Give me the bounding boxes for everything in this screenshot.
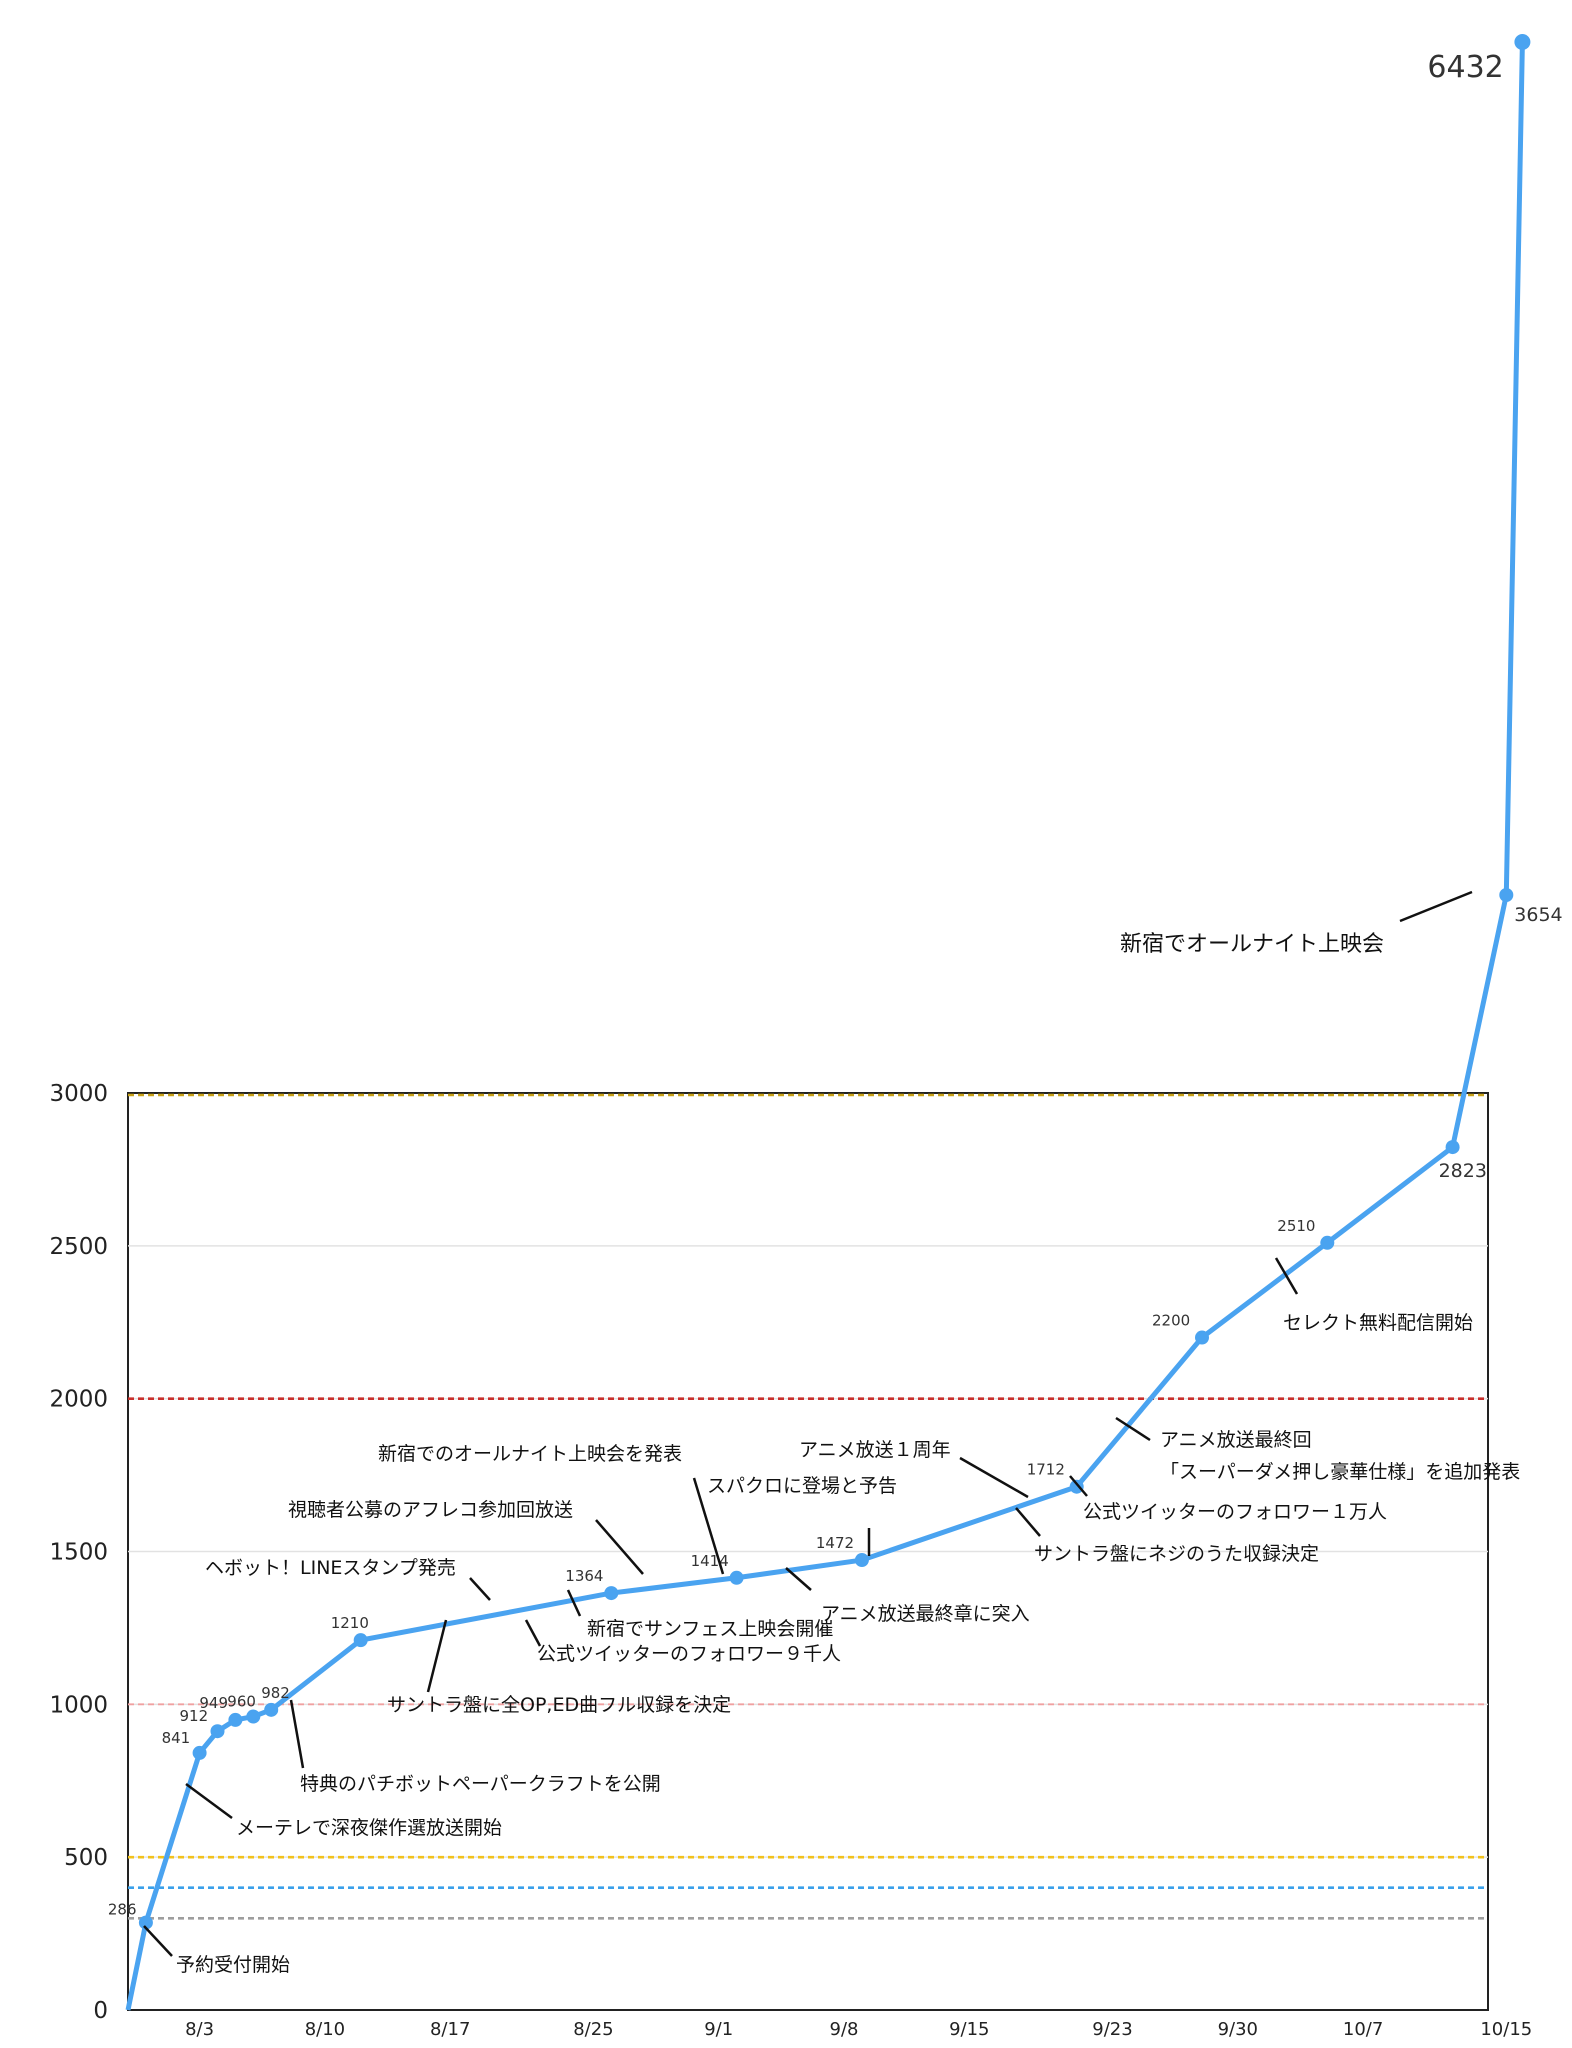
annotation-label: アニメ放送最終章に突入	[821, 1603, 1030, 1625]
annotation-leader	[143, 1925, 173, 1957]
data-label: 949	[199, 1694, 228, 1712]
data-point	[1514, 34, 1531, 50]
data-point	[246, 1709, 261, 1724]
series-line	[125, 41, 1525, 2011]
data-label: 2510	[1277, 1217, 1315, 1235]
annotation-leader	[1274, 1257, 1299, 1295]
data-label: 286	[108, 1901, 137, 1919]
annotation-label: ヘボット！LINEスタンプ発売	[205, 1557, 456, 1579]
annotation-leader	[426, 1619, 448, 1693]
annotation-leader	[1015, 1507, 1041, 1537]
data-point	[1069, 1479, 1084, 1494]
x-tick-label: 9/23	[1092, 2019, 1132, 2040]
x-tick-label: 9/30	[1218, 2019, 1258, 2040]
annotation-label: 新宿でサンフェス上映会開催	[587, 1618, 833, 1640]
data-point	[854, 1553, 869, 1568]
data-label: 2823	[1439, 1160, 1487, 1182]
annotation-label: 特典のパチボットペーパークラフトを公開	[300, 1773, 661, 1795]
data-point	[192, 1745, 207, 1760]
annotation-leader	[959, 1456, 1029, 1499]
annotation-label: 新宿でオールナイト上映会	[1120, 932, 1384, 957]
annotation-leader	[1069, 1475, 1088, 1497]
x-tick-label: 9/1	[704, 2019, 733, 2040]
data-point	[604, 1586, 619, 1601]
data-label: 2200	[1152, 1312, 1190, 1330]
x-tick-label: 8/10	[305, 2019, 345, 2040]
y-tick-label: 1500	[49, 1540, 108, 1566]
data-point	[353, 1633, 368, 1648]
annotation-leader	[566, 1589, 582, 1617]
annotation-label: アニメ放送１周年	[799, 1439, 951, 1461]
data-point	[1320, 1235, 1335, 1250]
x-tick-label: 8/25	[573, 2019, 613, 2040]
annotation-label: メーテレで深夜傑作選放送開始	[236, 1817, 502, 1839]
x-tick-label: 10/7	[1343, 2019, 1383, 2040]
y-tick-label: 3000	[49, 1081, 108, 1107]
annotation-leader	[595, 1519, 644, 1575]
annotation-leader	[692, 1477, 725, 1575]
data-label: 841	[162, 1729, 191, 1747]
y-tick-label: 2500	[49, 1234, 108, 1260]
annotation-label: サントラ盤に全OP,ED曲フル収録を決定	[387, 1694, 731, 1716]
annotation-label: 新宿でのオールナイト上映会を発表	[378, 1443, 682, 1465]
annotation-label: セレクト無料配信開始	[1283, 1312, 1473, 1334]
annotation-label: 公式ツイッターのフォロワー９千人	[537, 1643, 841, 1665]
data-point	[1445, 1140, 1460, 1155]
annotation-label: 「スーパーダメ押し豪華仕様」を追加発表	[1160, 1461, 1520, 1483]
x-tick-label: 9/8	[830, 2019, 859, 2040]
data-label: 960	[227, 1693, 256, 1711]
annotation-label: アニメ放送最終回	[1160, 1429, 1312, 1451]
y-tick-label: 1000	[49, 1692, 108, 1718]
annotation-leader	[185, 1782, 233, 1820]
annotation-label: 視聴者公募のアフレコ参加回放送	[288, 1499, 573, 1521]
data-label: 1472	[816, 1534, 854, 1552]
data-label: 1210	[331, 1614, 369, 1632]
annotation-label: 公式ツイッターのフォロワー１万人	[1083, 1501, 1387, 1523]
data-label: 6432	[1427, 50, 1503, 85]
annotation-label: サントラ盤にネジのうた収録決定	[1034, 1543, 1319, 1565]
data-point	[228, 1712, 243, 1727]
annotation-leader	[289, 1699, 305, 1769]
annotation-leader	[1115, 1416, 1151, 1442]
data-point	[210, 1724, 225, 1739]
y-tick-label: 0	[93, 1998, 108, 2024]
data-point	[264, 1702, 279, 1717]
data-point	[729, 1570, 744, 1585]
data-point	[1499, 888, 1514, 902]
data-label: 982	[261, 1684, 290, 1702]
y-tick-label: 500	[64, 1845, 108, 1871]
annotation-leader	[785, 1567, 812, 1591]
data-label: 3654	[1514, 904, 1562, 926]
annotation-label: 予約受付開始	[176, 1954, 290, 1976]
data-label: 1414	[691, 1552, 729, 1570]
annotation-leader	[1399, 890, 1473, 923]
x-tick-label: 8/3	[185, 2019, 214, 2040]
data-label: 1364	[565, 1567, 603, 1585]
data-label: 912	[180, 1707, 209, 1725]
x-tick-label: 10/15	[1480, 2019, 1532, 2040]
data-label: 1712	[1027, 1461, 1065, 1479]
annotation-leader	[469, 1577, 491, 1601]
annotation-label: スパクロに登場と予告	[707, 1475, 897, 1497]
x-tick-label: 8/17	[430, 2019, 470, 2040]
data-point	[138, 1915, 153, 1930]
data-point	[1195, 1330, 1209, 1345]
annotation-leader	[524, 1619, 542, 1647]
x-tick-label: 9/15	[949, 2019, 989, 2040]
y-tick-label: 2000	[49, 1387, 108, 1413]
